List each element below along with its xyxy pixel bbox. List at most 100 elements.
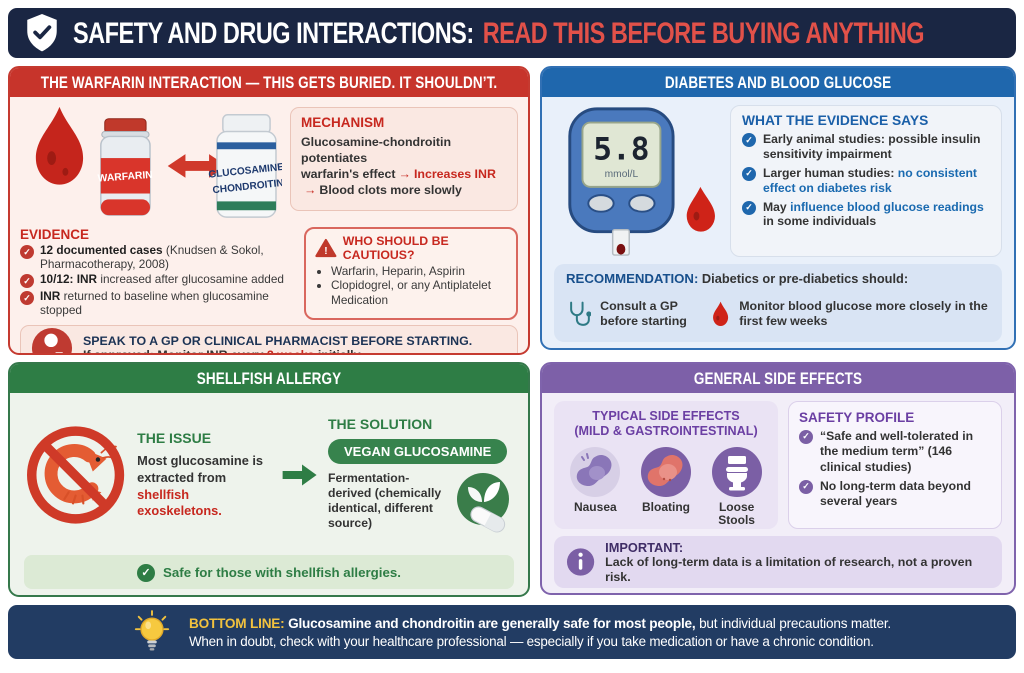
check-icon: ✓	[799, 479, 813, 494]
page-title-sub: READ THIS BEFORE BUYING ANYTHING	[482, 15, 925, 49]
svg-text:↑: ↑	[57, 352, 61, 355]
stethoscope-icon	[570, 301, 592, 326]
info-icon	[566, 548, 595, 576]
diabetes-panel-header: DIABETES AND BLOOD GLUCOSE	[542, 68, 1014, 97]
check-icon: ✓	[799, 430, 813, 444]
check-icon: ✓	[20, 291, 34, 306]
shellfish-content-row: THE ISSUE Most glucosamine is extracted …	[24, 399, 514, 551]
typical-side-effects-box: TYPICAL SIDE EFFECTS (MILD & GASTROINTES…	[554, 401, 778, 529]
evidence-says-title: WHAT THE EVIDENCE SAYS	[742, 113, 929, 128]
side-effects-panel-header: GENERAL SIDE EFFECTS	[542, 364, 1014, 393]
bottom-line-bar: BOTTOM LINE: Glucosamine and chondroitin…	[8, 605, 1016, 659]
typical-title: TYPICAL SIDE EFFECTS (MILD & GASTROINTES…	[574, 409, 758, 439]
evidence-column: EVIDENCE ✓ 12 documented cases (Knudsen …	[20, 227, 296, 320]
shellfish-panel-header: SHELLFISH ALLERGY	[10, 364, 528, 393]
important-note-box: IMPORTANT: Lack of long-term data is a l…	[554, 536, 1002, 588]
recommendation-text: Monitor blood glucose more closely in th…	[739, 298, 988, 329]
warning-triangle-icon: !	[315, 238, 337, 258]
evidence-item: ✓ 10/12: INR increased after glucosamine…	[20, 272, 296, 289]
cautious-title: WHO SHOULD BE CAUTIOUS?	[342, 234, 449, 262]
warfarin-panel-header: THE WARFARIN INTERACTION — THIS GETS BUR…	[10, 68, 528, 97]
mechanism-box: MECHANISM Glucosamine-chondroitin potent…	[290, 107, 518, 211]
issue-block: THE ISSUE Most glucosamine is extracted …	[137, 430, 271, 520]
left-column: THE WARFARIN INTERACTION — THIS GETS BUR…	[8, 66, 530, 597]
solution-block: THE SOLUTION VEGAN GLUCOSAMINE Fermentat…	[328, 416, 514, 535]
bottom-line-text: BOTTOM LINE: Glucosamine and chondroitin…	[189, 616, 891, 649]
side-effect-label: Nausea	[573, 500, 617, 515]
safety-profile-title: SAFETY PROFILE	[799, 410, 915, 425]
warfarin-panel: THE WARFARIN INTERACTION — THIS GETS BUR…	[8, 66, 530, 355]
issue-title: THE ISSUE	[137, 430, 212, 447]
solution-text: Fermentation-derived (chemically identic…	[328, 470, 442, 531]
gp-box-line-2: If approved: Monitor INR every 2 weeks i…	[83, 347, 364, 355]
cautious-item: Clopidogrel, or any Antiplatelet Medicat…	[331, 278, 507, 307]
side-effects-top-row: TYPICAL SIDE EFFECTS (MILD & GASTROINTES…	[554, 401, 1002, 529]
evidence-title: EVIDENCE	[20, 227, 90, 242]
safety-profile-box: SAFETY PROFILE ✓ “Safe and well-tolerate…	[788, 401, 1002, 529]
recommendation-text: Consult a GP before starting	[600, 298, 687, 329]
right-column: DIABETES AND BLOOD GLUCOSE 5.8 mmol/L	[540, 66, 1016, 597]
issue-text: Most glucosamine is extracted from shell…	[137, 453, 264, 519]
check-icon: ✓	[137, 563, 156, 582]
speak-to-gp-box: ↑ SPEAK TO A GP OR CLINICAL PHARMACIST B…	[20, 324, 518, 355]
mechanism-line-2: warfarin's effect → Increases INR	[301, 167, 496, 182]
evidence-says-item: ✓ Early animal studies: possible insulin…	[742, 132, 990, 162]
shellfish-panel: SHELLFISH ALLERGY	[8, 362, 530, 597]
diabetes-panel-body: 5.8 mmol/L WHAT THE EVIDENCE SAYS	[542, 97, 1014, 348]
bloating-stomach-icon	[640, 447, 691, 498]
check-icon: ✓	[742, 166, 756, 181]
recommendation-heading: RECOMMENDATION: Diabetics or pre-diabeti…	[566, 271, 909, 286]
check-icon: ✓	[20, 274, 34, 289]
side-effect-item: Loose Stools	[705, 446, 769, 527]
evidence-item: ✓ INR returned to baseline when glucosam…	[20, 289, 296, 317]
side-effect-item: Bloating	[634, 446, 698, 527]
cautious-header: ! WHO SHOULD BE CAUTIOUS?	[315, 234, 507, 262]
evidence-item: ✓ 12 documented cases (Knudsen & Sokol, …	[20, 243, 296, 271]
diabetes-panel: DIABETES AND BLOOD GLUCOSE 5.8 mmol/L	[540, 66, 1016, 350]
cautious-list: Warfarin, Heparin, Aspirin Clopidogrel, …	[331, 264, 507, 307]
svg-text:!: !	[324, 246, 327, 257]
mechanism-title: MECHANISM	[301, 115, 385, 130]
diabetes-panel-title: DIABETES AND BLOOD GLUCOSE	[664, 73, 892, 92]
page-title-main: SAFETY AND DRUG INTERACTIONS:	[73, 15, 474, 49]
recommendation-box: RECOMMENDATION: Diabetics or pre-diabeti…	[554, 264, 1002, 342]
solution-title: THE SOLUTION	[328, 415, 433, 432]
recommendation-item: Monitor blood glucose more closely in th…	[711, 292, 990, 336]
warfarin-panel-title: THE WARFARIN INTERACTION — THIS GETS BUR…	[40, 73, 498, 92]
shellfish-panel-title: SHELLFISH ALLERGY	[196, 369, 342, 388]
cautious-item: Warfarin, Heparin, Aspirin	[331, 264, 507, 278]
red-arrow-glyph: →	[304, 183, 317, 198]
glucose-meter-icon: 5.8 mmol/L	[568, 107, 715, 256]
check-icon: ✓	[20, 245, 34, 259]
evidence-says-item: ✓ Larger human studies: no consistent ef…	[742, 166, 990, 196]
safety-profile-item: ✓ No long-term data beyond several years	[799, 479, 991, 510]
lightbulb-icon	[134, 610, 170, 651]
gp-box-text: SPEAK TO A GP OR CLINICAL PHARMACIST BEF…	[83, 334, 472, 355]
important-note-text-block: IMPORTANT: Lack of long-term data is a l…	[605, 540, 990, 585]
recommendation-items: Consult a GP before starting Monitor blo…	[566, 292, 990, 336]
toilet-icon	[711, 447, 762, 498]
important-note-text: Lack of long-term data is a limitation o…	[605, 554, 973, 584]
warfarin-top-row: WARFARIN GLUCOSAMINE CHONDROITIN	[20, 101, 518, 225]
side-effect-label: Loose Stools	[718, 500, 755, 528]
shellfish-panel-body: THE ISSUE Most glucosamine is extracted …	[10, 393, 528, 595]
typical-icons-row: Nausea	[560, 446, 772, 527]
bottom-line-1: BOTTOM LINE: Glucosamine and chondroitin…	[188, 615, 892, 631]
check-icon: ✓	[742, 200, 756, 215]
glucose-meter-reading: 5.8	[593, 132, 649, 168]
who-should-be-cautious-box: ! WHO SHOULD BE CAUTIOUS? Warfarin, Hepa…	[304, 227, 518, 320]
leaf-pill-icon	[457, 472, 509, 532]
side-effects-panel-title: GENERAL SIDE EFFECTS	[693, 369, 863, 388]
side-effect-item: Nausea	[563, 446, 627, 527]
solution-detail-row: Fermentation-derived (chemically identic…	[328, 471, 514, 535]
green-arrow-right-icon	[282, 464, 317, 486]
diabetes-top-row: 5.8 mmol/L WHAT THE EVIDENCE SAYS	[554, 105, 1002, 257]
side-effects-panel-body: TYPICAL SIDE EFFECTS (MILD & GASTROINTES…	[542, 393, 1014, 593]
important-note-title: IMPORTANT:	[605, 539, 684, 555]
warfarin-bottle-label: WARFARIN	[97, 170, 153, 185]
evidence-says-item: ✓ May influence blood glucose readings i…	[742, 200, 990, 230]
red-arrow-glyph: →	[398, 167, 411, 182]
mechanism-line-3: → Blood clots more slowly	[301, 182, 507, 198]
side-effects-panel: GENERAL SIDE EFFECTS TYPICAL SIDE EFFECT…	[540, 362, 1016, 595]
